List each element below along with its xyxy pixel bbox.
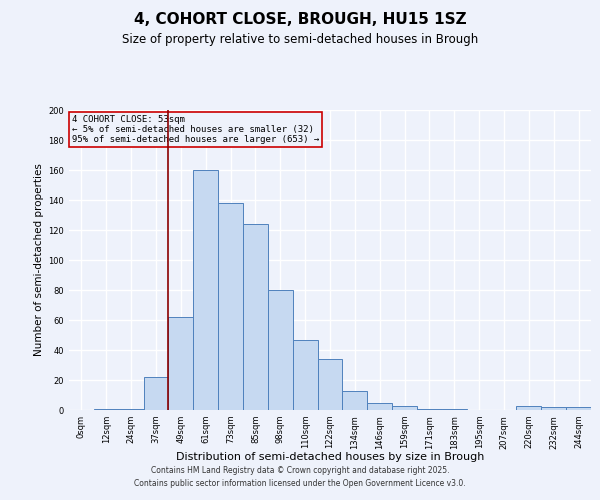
Bar — [566, 407, 591, 410]
Bar — [541, 407, 566, 410]
Bar — [119, 408, 143, 410]
Bar — [517, 406, 541, 410]
Bar — [94, 408, 119, 410]
Text: 4, COHORT CLOSE, BROUGH, HU15 1SZ: 4, COHORT CLOSE, BROUGH, HU15 1SZ — [134, 12, 466, 28]
Bar — [193, 170, 218, 410]
Text: Size of property relative to semi-detached houses in Brough: Size of property relative to semi-detach… — [122, 32, 478, 46]
Bar — [268, 290, 293, 410]
Y-axis label: Number of semi-detached properties: Number of semi-detached properties — [34, 164, 44, 356]
Bar — [367, 402, 392, 410]
Text: Contains HM Land Registry data © Crown copyright and database right 2025.
Contai: Contains HM Land Registry data © Crown c… — [134, 466, 466, 487]
Bar — [317, 359, 343, 410]
X-axis label: Distribution of semi-detached houses by size in Brough: Distribution of semi-detached houses by … — [176, 452, 484, 462]
Bar — [392, 406, 417, 410]
Bar — [343, 390, 367, 410]
Bar — [218, 203, 243, 410]
Bar — [442, 408, 467, 410]
Bar — [169, 317, 193, 410]
Bar — [143, 377, 169, 410]
Bar — [293, 340, 317, 410]
Bar — [243, 224, 268, 410]
Text: 4 COHORT CLOSE: 53sqm
← 5% of semi-detached houses are smaller (32)
95% of semi-: 4 COHORT CLOSE: 53sqm ← 5% of semi-detac… — [71, 114, 319, 144]
Bar — [417, 408, 442, 410]
